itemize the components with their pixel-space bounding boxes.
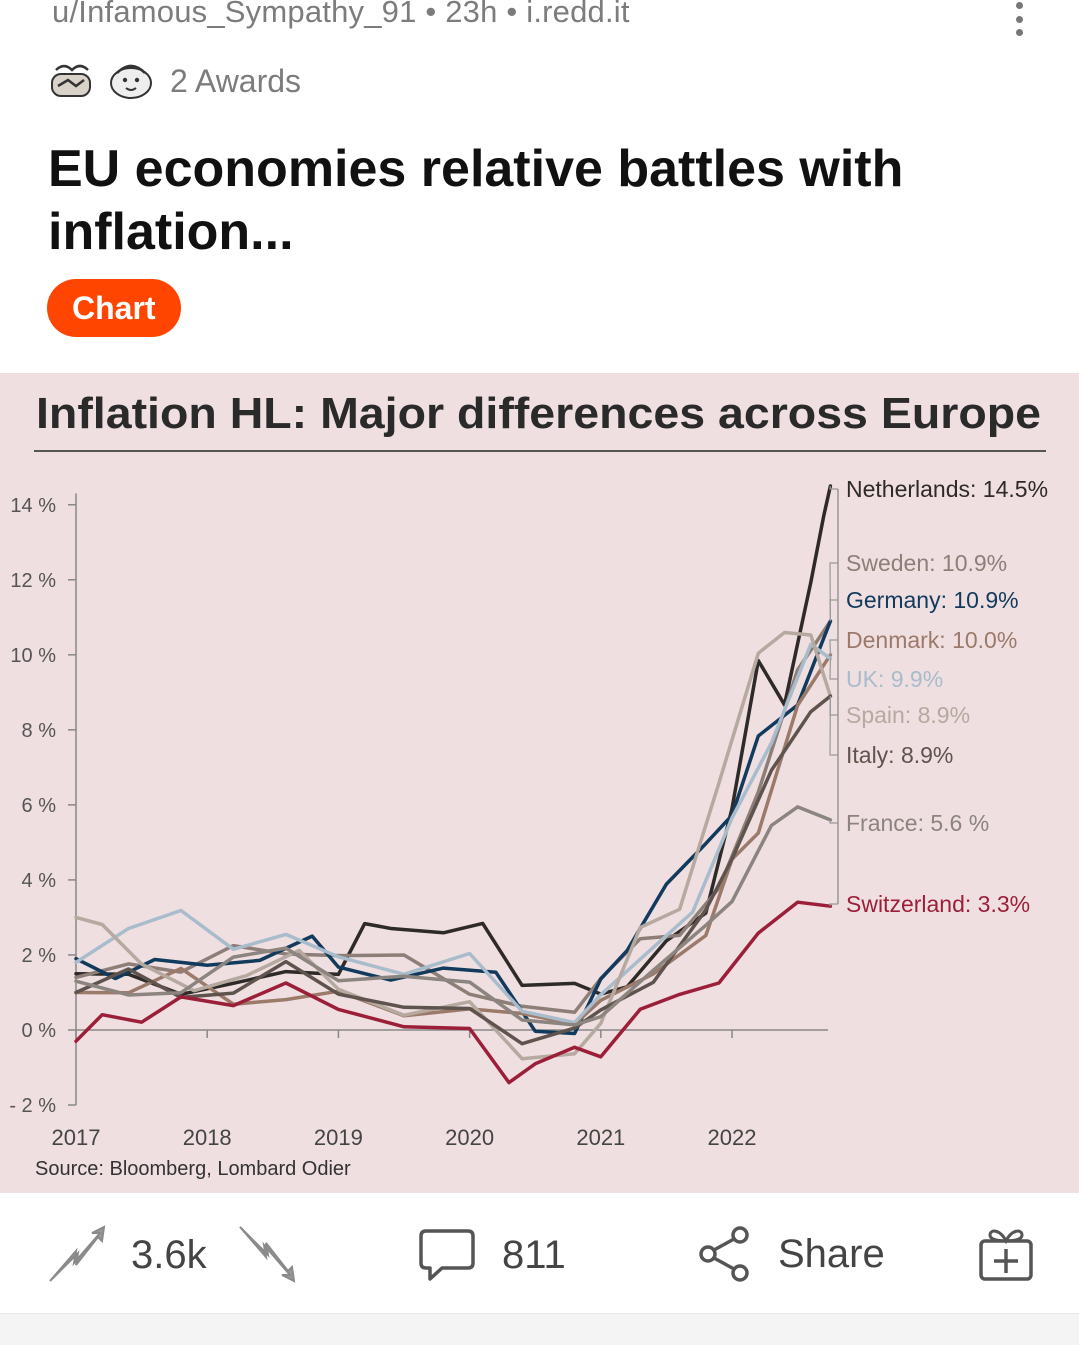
y-tick-label: 14 %: [10, 495, 56, 517]
y-tick-label: 4 %: [22, 870, 57, 892]
series-line-italy: [74, 694, 833, 1046]
label-leader: [829, 819, 838, 824]
series-label-netherlands: Netherlands: 14.5%: [846, 476, 1048, 502]
post-flair[interactable]: Chart: [47, 279, 181, 337]
more-vert-icon: [1015, 2, 1023, 9]
series-label-uk: UK: 9.9%: [846, 666, 943, 692]
label-leader: [829, 658, 838, 680]
series-label-germany: Germany: 10.9%: [846, 587, 1019, 613]
series-label-spain: Spain: 8.9%: [846, 702, 970, 728]
chart-title: Inflation HL: Major differences across E…: [36, 389, 1041, 438]
downvote-button[interactable]: [236, 1223, 298, 1285]
awards-row[interactable]: 2 Awards: [46, 56, 301, 106]
label-leader: [829, 599, 838, 622]
post-meta[interactable]: u/Infamous_Sympathy_91 • 23h • i.redd.it: [52, 0, 630, 29]
label-leader: [829, 639, 838, 655]
y-tick-label: 8 %: [22, 720, 57, 742]
y-tick-label: - 2 %: [9, 1095, 56, 1117]
label-leader: [829, 696, 838, 756]
legend-labels: Netherlands: 14.5% Sweden: 10.9% Germany: …: [829, 476, 1048, 917]
comment-icon: [419, 1229, 475, 1281]
y-axis: - 2 % 0 % 2 % 4 % 6 % 8 % 10 % 12 % 14 %: [9, 493, 77, 1117]
y-tick-label: 0 %: [22, 1020, 57, 1042]
share-label: Share: [778, 1231, 885, 1276]
comments-button[interactable]: [418, 1227, 476, 1283]
label-leader: [829, 485, 838, 490]
post-title[interactable]: EU economies relative battles with infla…: [48, 140, 904, 261]
share-icon: [699, 1226, 749, 1282]
post-image[interactable]: Inflation HL: Major differences across E…: [0, 373, 1079, 1193]
awards-count: 2 Awards: [170, 62, 302, 99]
series-line-germany: [74, 619, 833, 1036]
y-tick-label: 6 %: [22, 795, 57, 817]
award-seal-icon: [110, 64, 152, 99]
series-line-denmark: [74, 653, 833, 1027]
label-leader: [829, 903, 838, 907]
award-wholesome-icon: [51, 64, 91, 97]
y-tick-label: 12 %: [10, 570, 56, 592]
more-options-button[interactable]: [1004, 2, 1034, 36]
series-line-sweden: [74, 619, 833, 1015]
x-tick-label: 2021: [576, 1125, 625, 1150]
series-label-italy: Italy: 8.9%: [846, 742, 953, 768]
inflation-line-chart: Inflation HL: Major differences across E…: [9, 389, 1048, 1180]
x-tick-label: 2020: [445, 1125, 494, 1150]
series-line-switzerland: [74, 900, 833, 1085]
label-leader: [829, 562, 838, 622]
x-tick-label: 2019: [314, 1125, 363, 1150]
x-tick-label: 2018: [183, 1125, 232, 1150]
x-tick-label: 2017: [52, 1125, 101, 1150]
series-line-uk: [74, 642, 833, 1025]
give-award-button[interactable]: [976, 1225, 1036, 1283]
x-tick-label: 2022: [708, 1125, 757, 1150]
vote-score: 3.6k: [131, 1233, 207, 1277]
series-label-sweden: Sweden: 10.9%: [846, 550, 1007, 576]
comment-count: 811: [502, 1233, 566, 1277]
label-leader: [829, 696, 838, 716]
feed-divider: [0, 1313, 1079, 1345]
series-layer: [74, 484, 833, 1085]
gift-award-icon: [979, 1229, 1033, 1281]
series-line-france: [74, 805, 833, 1027]
y-tick-label: 10 %: [10, 645, 56, 667]
upvote-button[interactable]: [46, 1223, 108, 1285]
share-button[interactable]: Share: [698, 1225, 885, 1283]
series-label-france: France: 5.6 %: [846, 810, 989, 836]
series-label-switzerland: Switzerland: 3.3%: [846, 891, 1030, 917]
chart-source: Source: Bloomberg, Lombard Odier: [35, 1158, 351, 1180]
y-tick-label: 2 %: [22, 945, 57, 967]
upvote-icon: [49, 1225, 106, 1282]
downvote-icon: [239, 1226, 296, 1283]
series-label-denmark: Denmark: 10.0%: [846, 627, 1017, 653]
series-line-spain: [74, 630, 833, 1061]
action-bar: 3.6k 811 Share: [0, 1193, 1079, 1313]
x-axis: 2017 2018 2019 2020 2021 2022: [52, 1029, 828, 1150]
